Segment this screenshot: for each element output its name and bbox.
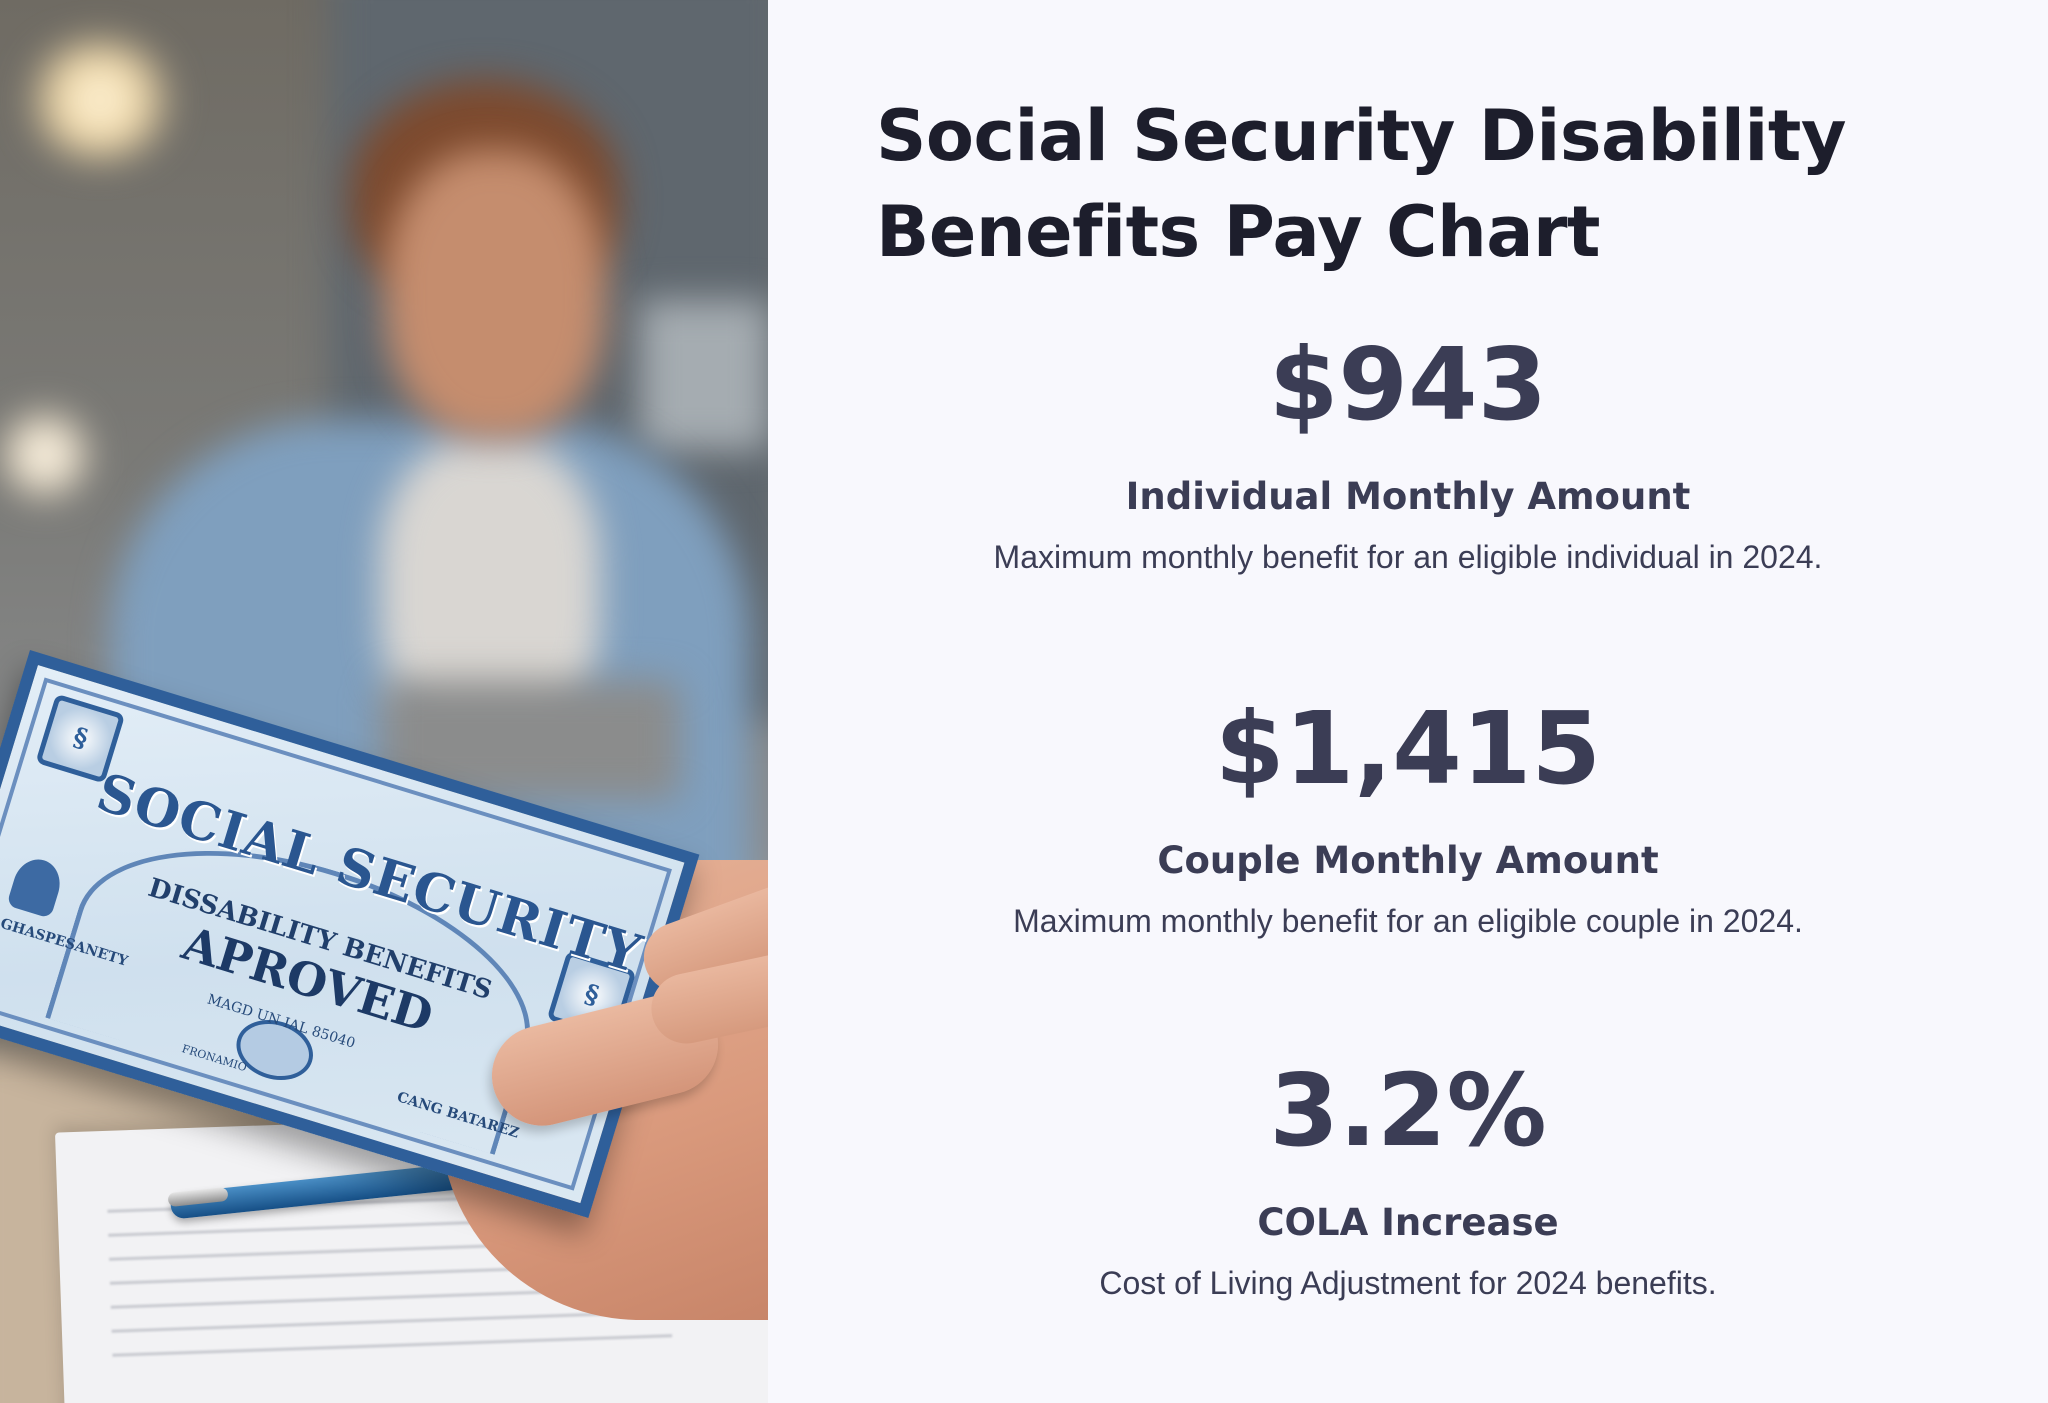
stat-individual: $943 Individual Monthly Amount Maximum m… bbox=[768, 330, 2048, 578]
wall-frame bbox=[640, 300, 768, 450]
stat-value: $1,415 bbox=[1215, 690, 1601, 807]
stat-description: Maximum monthly benefit for an eligible … bbox=[993, 539, 1823, 575]
stat-label: COLA Increase bbox=[1257, 1201, 1559, 1244]
stat-description: Maximum monthly benefit for an eligible … bbox=[1013, 903, 1803, 939]
lamp-light bbox=[20, 40, 180, 160]
person-face bbox=[385, 150, 605, 440]
hero-photo: § § SOCIAL SECURITY DISSABILITY BENEFITS… bbox=[0, 0, 768, 1403]
stat-couple: $1,415 Couple Monthly Amount Maximum mon… bbox=[768, 694, 2048, 942]
stat-value: 3.2% bbox=[1269, 1052, 1547, 1169]
stat-description: Cost of Living Adjustment for 2024 benef… bbox=[1099, 1265, 1717, 1301]
stat-value: $943 bbox=[1268, 326, 1548, 443]
stat-label: Couple Monthly Amount bbox=[1157, 839, 1659, 882]
stat-cola: 3.2% COLA Increase Cost of Living Adjust… bbox=[768, 1056, 2048, 1304]
page-title: Social Security Disability Benefits Pay … bbox=[876, 95, 1846, 273]
stat-label: Individual Monthly Amount bbox=[1125, 475, 1691, 518]
lamp-light-secondary bbox=[0, 410, 90, 500]
